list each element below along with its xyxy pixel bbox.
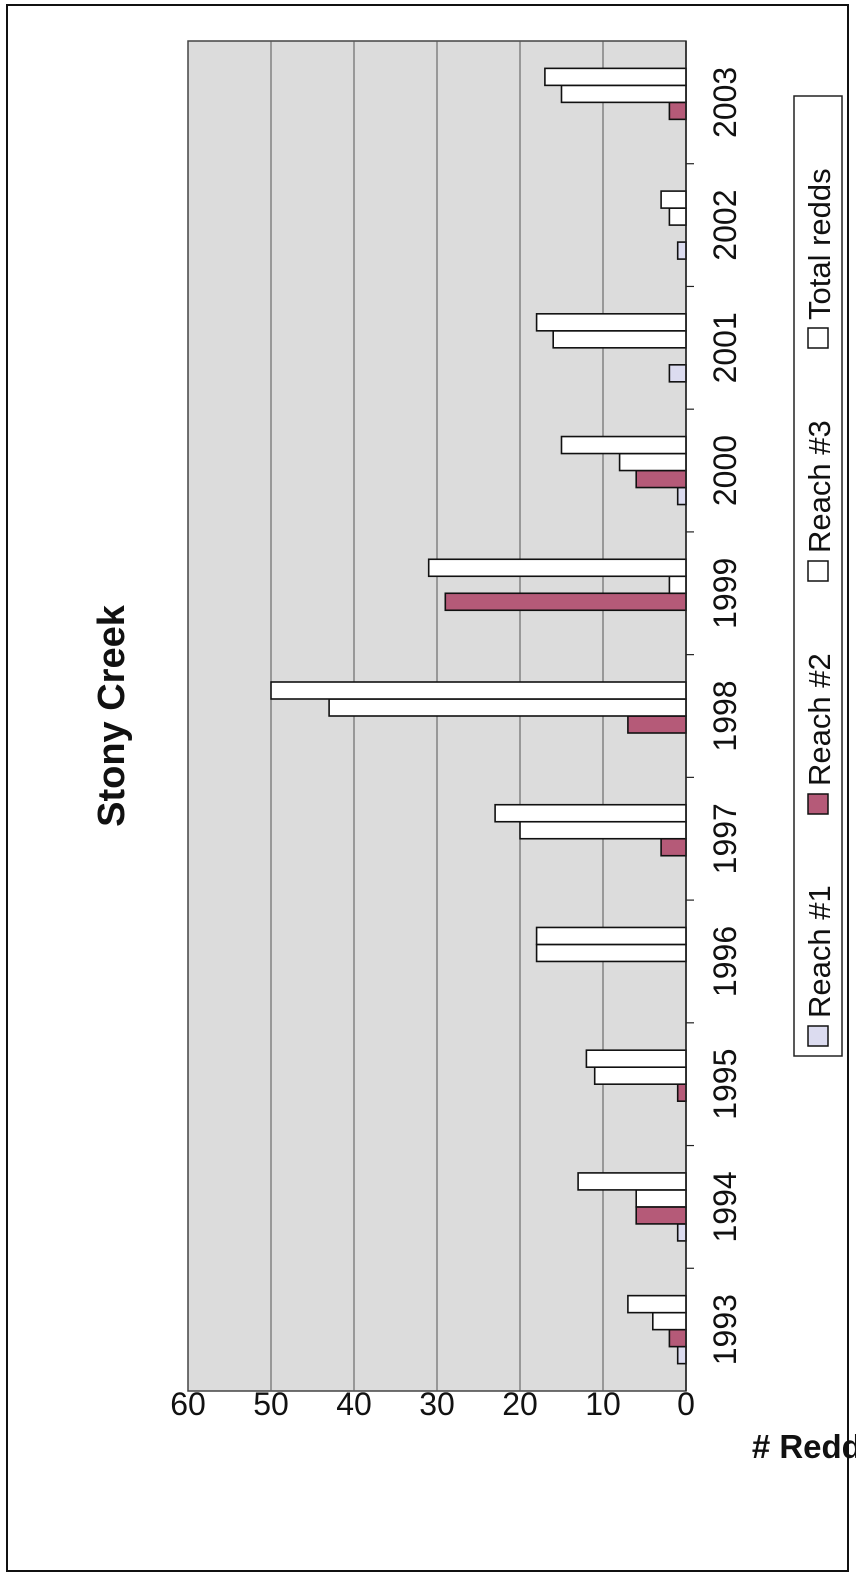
x-tick-label: 2003 — [707, 67, 743, 138]
bar-reach-2-1998 — [627, 715, 687, 734]
bar-reach-3-1993 — [651, 1311, 687, 1331]
x-tick-label: 1996 — [707, 926, 743, 997]
bar-total-redds-2002 — [660, 190, 687, 209]
y-tick-labels: 0 10 20 30 40 50 60 — [170, 1386, 695, 1422]
x-tick-labels: 1993 1994 1995 1996 1997 1998 1999 2000 2001 2002… — [707, 67, 743, 1365]
bar-reach-3-1994 — [635, 1189, 687, 1208]
bar-reach-3-2002 — [668, 207, 687, 226]
bar-reach-3-1996 — [535, 943, 687, 963]
y-tick-label: 40 — [336, 1386, 372, 1422]
bar-reach-1-1994 — [676, 1223, 687, 1242]
legend-label: Reach #1 — [802, 885, 837, 1018]
bar-reach-3-1999 — [668, 575, 687, 595]
x-tick-label: 1993 — [707, 1294, 743, 1365]
bar-reach-3-2000 — [618, 452, 687, 472]
x-tick-label: 1999 — [707, 558, 743, 629]
x-tick-label: 1997 — [707, 803, 743, 874]
y-tick-label: 0 — [677, 1386, 695, 1422]
bar-total-redds-1998 — [270, 681, 687, 700]
legend-swatch — [807, 560, 829, 582]
bar-total-redds-1994 — [577, 1172, 687, 1191]
legend-label: Total redds — [802, 168, 837, 320]
y-tick-label: 60 — [170, 1386, 206, 1422]
bar-reach-1-2002 — [676, 241, 687, 260]
legend-label: Reach #3 — [802, 420, 837, 553]
bar-total-redds-2000 — [560, 435, 687, 455]
bar-reach-1-2000 — [676, 486, 687, 506]
bar-reach-3-1997 — [519, 820, 687, 840]
x-tick-label: 1995 — [707, 1049, 743, 1120]
legend-label: Reach #2 — [802, 653, 837, 786]
bar-reach-2-1993 — [668, 1328, 687, 1348]
bar-reach-3-1998 — [328, 698, 687, 717]
legend: Reach #1 Reach #2 Reach #3 Total redds — [793, 95, 843, 1057]
x-tick-label: 1998 — [707, 680, 743, 751]
legend-swatch — [807, 327, 829, 349]
bar-reach-2-1997 — [660, 837, 687, 857]
x-tick-label: 1994 — [707, 1171, 743, 1242]
y-tick-label: 10 — [585, 1386, 621, 1422]
chart-title: Stony Creek — [91, 604, 133, 827]
y-tick-label: 20 — [502, 1386, 538, 1422]
bar-total-redds-1997 — [494, 803, 687, 823]
bar-reach-2-2000 — [635, 469, 687, 489]
legend-swatch — [807, 1025, 829, 1047]
x-tick-label: 2002 — [707, 189, 743, 260]
bar-reach-1-1993 — [676, 1345, 687, 1365]
bar-reach-3-2001 — [552, 330, 687, 349]
bar-reach-2-2003 — [668, 101, 687, 121]
bar-reach-3-2003 — [560, 84, 687, 104]
bar-total-redds-2003 — [544, 67, 687, 87]
bar-total-redds-1995 — [585, 1049, 687, 1068]
x-tick-label: 2001 — [707, 312, 743, 383]
legend-swatch — [807, 793, 829, 815]
bar-total-redds-1993 — [627, 1294, 687, 1314]
bar-reach-3-1995 — [593, 1066, 687, 1085]
y-tick-label: 50 — [253, 1386, 289, 1422]
bar-total-redds-2001 — [535, 313, 687, 332]
bar-total-redds-1999 — [427, 558, 687, 578]
x-tick-label: 2000 — [707, 435, 743, 506]
y-tick-label: 30 — [419, 1386, 455, 1422]
bar-total-redds-1996 — [535, 926, 687, 946]
bar-reach-1-2001 — [668, 364, 687, 383]
bar-reach-2-1994 — [635, 1206, 687, 1225]
bar-reach-2-1999 — [444, 592, 687, 612]
y-axis-label: # Redds — [752, 1428, 856, 1465]
bar-reach-2-1995 — [676, 1083, 687, 1102]
